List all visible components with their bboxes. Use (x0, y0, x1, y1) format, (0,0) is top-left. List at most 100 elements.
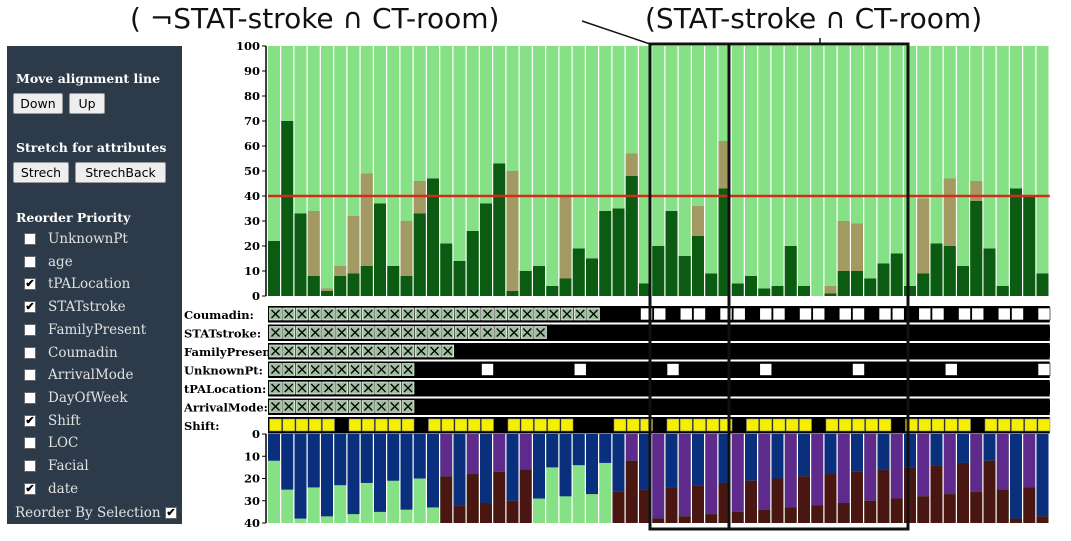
cell-value (441, 400, 454, 413)
cell-shift (454, 418, 468, 432)
checkbox-label: Coumadin (48, 344, 118, 361)
cell-value (733, 363, 746, 376)
cell-shift (892, 419, 905, 431)
cell-cross (324, 328, 333, 337)
bar-background (983, 46, 996, 296)
cell-value (521, 345, 534, 357)
cell-shift (613, 418, 627, 432)
cell-value (826, 326, 838, 339)
cell-value (494, 345, 507, 357)
cell-value (534, 400, 547, 413)
cell-value (600, 382, 613, 394)
bottom-bar-secondary (798, 476, 810, 523)
down-button[interactable]: Down (13, 93, 63, 114)
priority-checkbox-facial[interactable]: Facial (24, 457, 199, 477)
cell-value (1011, 326, 1024, 339)
cell-cross (496, 328, 506, 337)
bar-primary (784, 246, 797, 296)
cell-cross (363, 383, 373, 393)
bottom-bar-primary (493, 434, 506, 472)
checkbox-box[interactable]: ✔ (24, 481, 36, 495)
cell-value (706, 363, 719, 376)
cell-cross (297, 346, 307, 356)
cell-value (415, 400, 428, 413)
bottom-bar-primary (996, 434, 1009, 490)
bottom-bar-primary (837, 434, 850, 503)
cell-shift (944, 418, 958, 432)
cell-shift (971, 419, 984, 431)
checkbox-box[interactable] (24, 437, 36, 450)
priority-checkbox-date[interactable]: ✔ date (24, 480, 199, 500)
priority-checkbox-familypresent[interactable]: FamilyPresent (24, 321, 199, 341)
priority-checkbox-dayofweek[interactable]: DayOfWeek (24, 389, 199, 409)
checkbox-box[interactable] (24, 346, 36, 359)
bar-primary (1036, 273, 1049, 296)
bottom-bar-primary (811, 434, 824, 506)
cell-cross (496, 309, 506, 319)
control-panel: Move alignment line Down Up Stretch for … (7, 46, 182, 524)
cell-value (971, 382, 984, 394)
checkbox-box[interactable] (24, 233, 36, 245)
bottom-y-tick-30: 30 (244, 494, 260, 508)
bottom-bar-primary (612, 434, 625, 492)
checkbox-label: age (48, 253, 73, 270)
reorder-by-selection-checkbox[interactable]: ✔ (165, 506, 177, 519)
checkbox-box[interactable]: ✔ (24, 413, 36, 427)
checkbox-label: Facial (48, 458, 89, 474)
bottom-bar-primary (652, 434, 665, 519)
strech-button[interactable]: Strech (13, 162, 69, 183)
checkbox-box[interactable] (24, 255, 36, 268)
bottom-bar-secondary (493, 471, 506, 523)
cell-value (614, 363, 626, 376)
bar-background (904, 46, 916, 296)
cell-value (733, 400, 746, 413)
cell-value (653, 307, 667, 321)
priority-checkbox-unknownpt[interactable]: UnknownPt (24, 230, 199, 250)
bar-primary (599, 211, 612, 296)
cell-shift (785, 418, 799, 432)
checkbox-box[interactable] (24, 323, 36, 336)
priority-checkbox-shift[interactable]: ✔ Shift (24, 412, 199, 432)
priority-checkbox-age[interactable]: age (24, 253, 199, 273)
bottom-bar-secondary (824, 474, 837, 523)
bar-background (731, 46, 744, 296)
checkbox-box[interactable] (24, 391, 36, 404)
cell-value (706, 345, 719, 357)
cell-cross (284, 328, 294, 337)
cell-value (574, 345, 587, 357)
cell-cross (284, 383, 294, 393)
checkbox-box[interactable] (24, 460, 36, 472)
cell-value (799, 382, 812, 394)
priority-checkbox-statstroke[interactable]: ✔ STATstroke (24, 298, 199, 318)
cell-value (468, 382, 481, 394)
cell-value (547, 363, 560, 376)
cell-value (985, 363, 997, 376)
bar-primary (559, 278, 572, 296)
cell-cross (310, 383, 320, 393)
checkbox-box[interactable]: ✔ (24, 300, 36, 314)
cell-cross (416, 309, 426, 319)
priority-checkbox-tpalocation[interactable]: ✔ tPALocation (24, 275, 199, 295)
cell-shift (401, 418, 415, 432)
up-button[interactable]: Up (69, 93, 105, 114)
strechback-button[interactable]: StrechBack (75, 162, 166, 183)
cell-shift (600, 419, 613, 431)
cell-value (1037, 307, 1051, 321)
priority-checkbox-arrivalmode[interactable]: ArrivalMode (24, 366, 199, 386)
bar-primary (943, 246, 956, 296)
checkbox-label: Shift (48, 412, 81, 429)
cell-cross (377, 328, 386, 337)
cell-value (759, 363, 773, 376)
checkbox-box[interactable] (24, 369, 36, 382)
priority-checkbox-coumadin[interactable]: Coumadin (24, 344, 199, 364)
cell-cross (377, 309, 386, 319)
bar-primary (904, 286, 916, 296)
cell-shift (706, 418, 720, 432)
bottom-bar-primary (519, 434, 532, 470)
bottom-bar-primary (625, 434, 638, 461)
priority-checkbox-loc[interactable]: LOC (24, 434, 199, 454)
cell-value (852, 345, 865, 357)
checkbox-box[interactable]: ✔ (24, 277, 36, 291)
bar-background (268, 46, 280, 296)
bottom-bar-primary (599, 434, 612, 463)
